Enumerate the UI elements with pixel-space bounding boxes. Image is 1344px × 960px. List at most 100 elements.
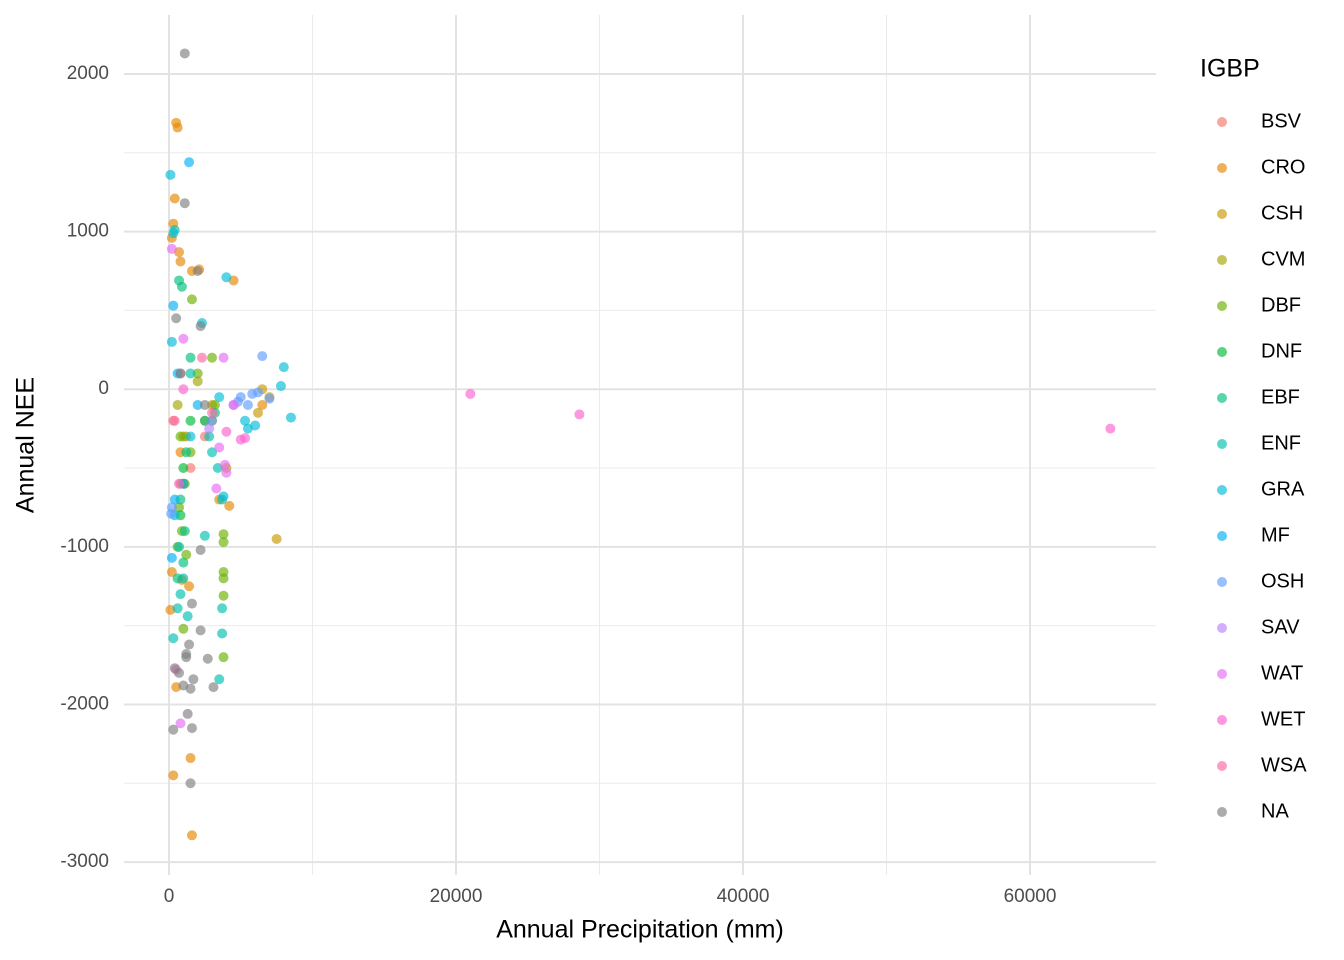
legend-label: SAV	[1261, 616, 1300, 638]
legend-label: MF	[1261, 524, 1290, 546]
point	[169, 193, 180, 204]
legend-label: CSH	[1261, 202, 1303, 224]
point	[207, 447, 218, 458]
point	[214, 442, 225, 453]
legend-key	[1217, 393, 1227, 403]
point	[218, 573, 229, 584]
point	[228, 399, 239, 410]
point	[186, 723, 197, 734]
point	[179, 198, 190, 209]
point	[250, 420, 261, 431]
point	[204, 431, 215, 442]
point	[188, 674, 199, 685]
legend-key	[1217, 301, 1227, 311]
legend-key	[1217, 531, 1227, 541]
y-tick-label: 2000	[67, 63, 109, 84]
point	[217, 628, 228, 639]
point	[224, 500, 235, 511]
legend-key	[1217, 209, 1227, 219]
point	[184, 639, 195, 650]
legend-label: CVM	[1261, 248, 1305, 270]
point	[178, 573, 189, 584]
point	[208, 682, 219, 693]
point	[174, 502, 185, 513]
point	[278, 362, 289, 373]
y-tick-label: 1000	[67, 221, 109, 242]
point	[168, 770, 179, 781]
point	[192, 376, 203, 387]
legend-key	[1217, 623, 1227, 633]
x-tick-label: 0	[164, 886, 175, 907]
point	[185, 368, 196, 379]
point	[176, 281, 187, 292]
point	[257, 399, 268, 410]
point	[192, 265, 203, 276]
legend-key	[1217, 715, 1227, 725]
point	[186, 830, 197, 841]
point	[175, 368, 186, 379]
point	[172, 603, 183, 614]
point	[192, 399, 203, 410]
point	[168, 724, 179, 735]
x-tick-label: 20000	[430, 886, 483, 907]
point	[217, 603, 228, 614]
y-tick-label: 0	[98, 378, 109, 399]
point	[214, 392, 225, 403]
legend-key	[1217, 761, 1227, 771]
point	[179, 48, 190, 59]
point	[197, 352, 208, 363]
point	[169, 494, 180, 505]
x-tick-label: 40000	[717, 886, 770, 907]
legend-label: CRO	[1261, 156, 1305, 178]
point	[166, 552, 177, 563]
point	[174, 478, 185, 489]
point	[178, 384, 189, 395]
point	[242, 399, 253, 410]
point	[185, 753, 196, 764]
point	[207, 407, 218, 418]
point	[178, 333, 189, 344]
point	[218, 352, 229, 363]
point	[209, 399, 220, 410]
point	[211, 483, 222, 494]
point	[199, 399, 210, 410]
point	[182, 708, 193, 719]
point	[175, 589, 186, 600]
point	[214, 674, 225, 685]
y-tick-label: -2000	[60, 693, 109, 714]
legend-label: ENF	[1261, 432, 1301, 454]
legend-label: OSH	[1261, 570, 1304, 592]
legend-title: IGBP	[1200, 55, 1260, 83]
point	[171, 313, 182, 324]
point	[178, 557, 189, 568]
point	[271, 533, 282, 544]
point	[168, 633, 179, 644]
y-tick-label: -3000	[60, 851, 109, 872]
legend-label: BSV	[1261, 110, 1302, 132]
point	[184, 157, 195, 168]
legend-label: EBF	[1261, 386, 1300, 408]
legend-label: WSA	[1261, 754, 1307, 776]
point	[218, 590, 229, 601]
legend-label: DNF	[1261, 340, 1302, 362]
legend-key	[1217, 577, 1227, 587]
legend-key	[1217, 439, 1227, 449]
legend-label: NA	[1261, 800, 1289, 822]
legend-label: WAT	[1261, 662, 1303, 684]
point	[221, 467, 232, 478]
legend-key	[1217, 163, 1227, 173]
legend-label: DBF	[1261, 294, 1301, 316]
legend-label: GRA	[1261, 478, 1305, 500]
point	[165, 169, 176, 180]
point	[185, 463, 196, 474]
point	[179, 526, 190, 537]
point	[172, 122, 183, 133]
x-axis-title: Annual Precipitation (mm)	[496, 916, 784, 944]
point	[207, 352, 218, 363]
point	[218, 537, 229, 548]
point	[195, 321, 206, 332]
point	[168, 228, 179, 239]
point	[275, 381, 286, 392]
legend-key	[1217, 255, 1227, 265]
